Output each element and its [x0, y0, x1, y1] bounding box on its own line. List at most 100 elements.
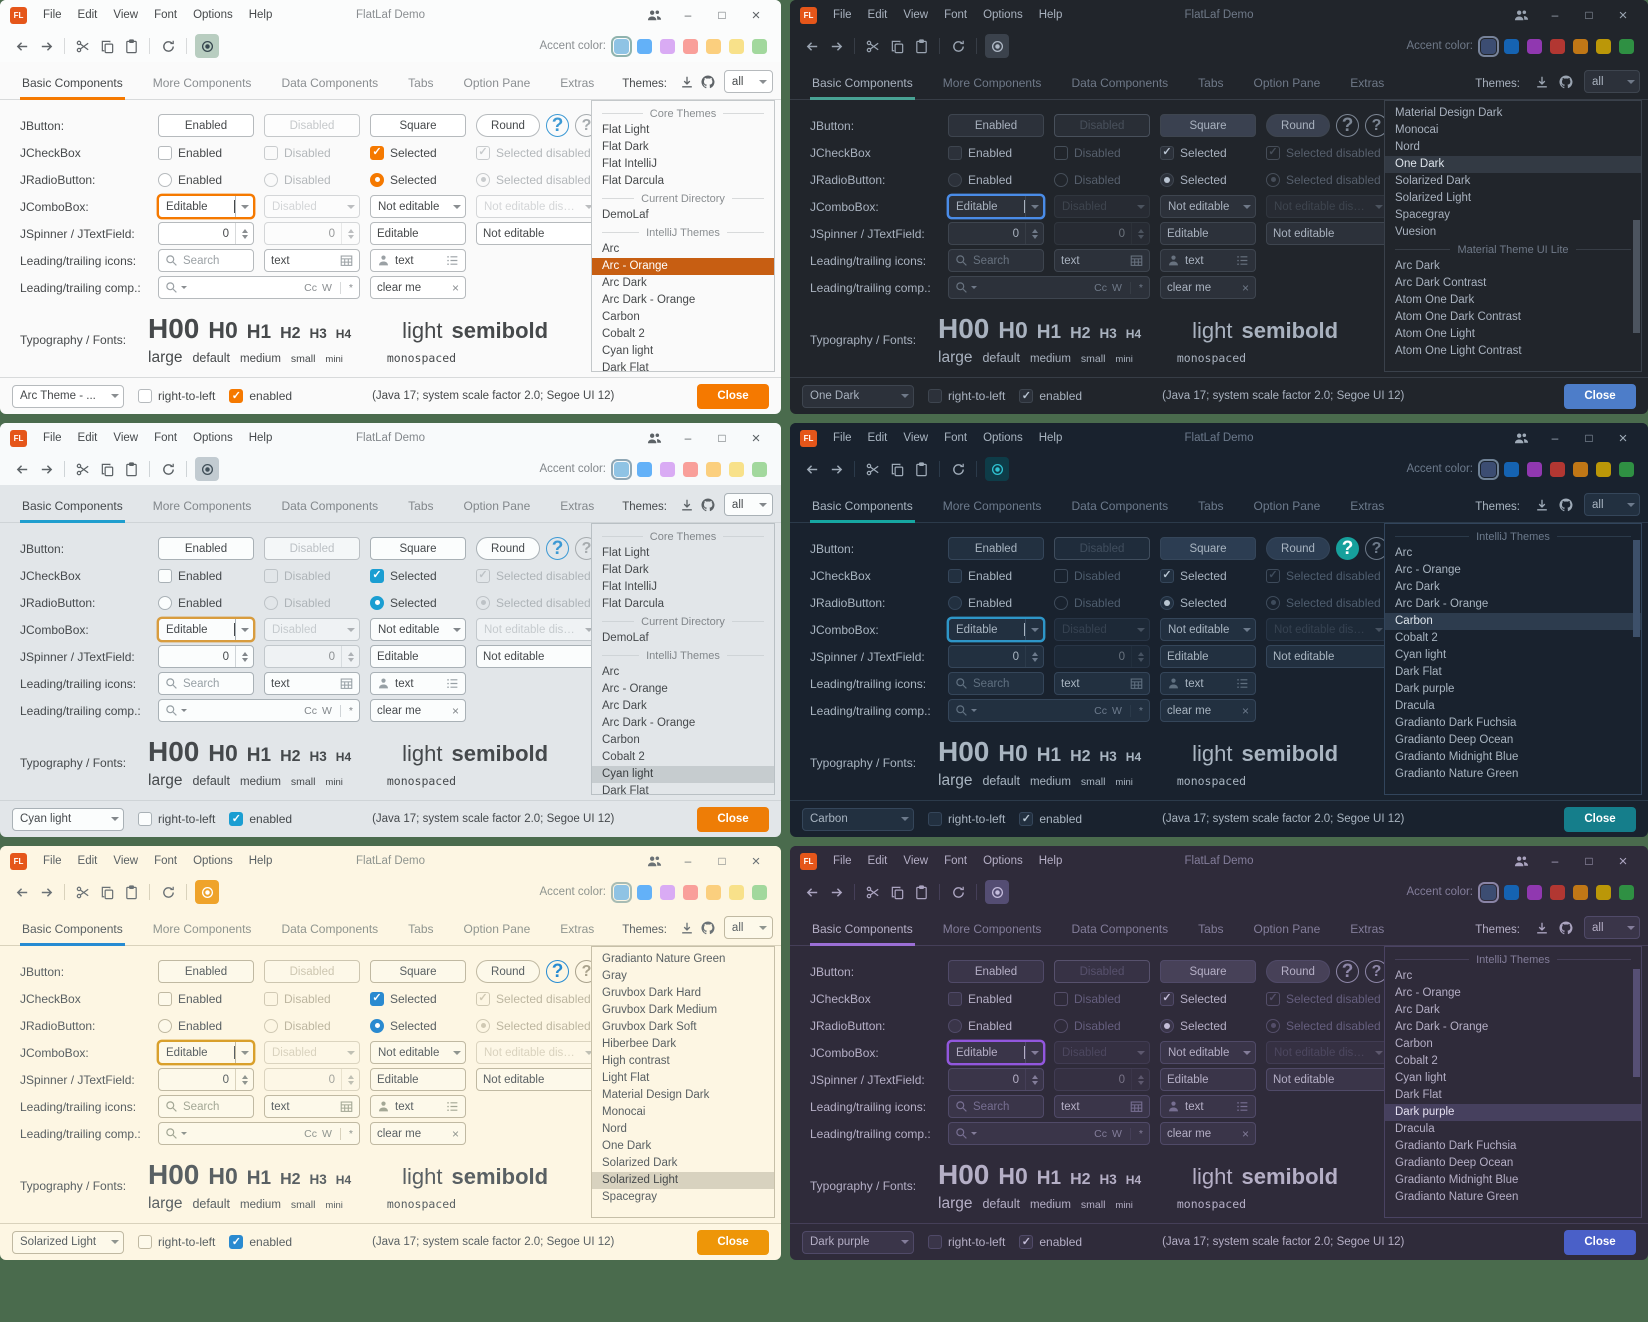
match-case-toggle[interactable]: Cc: [304, 281, 317, 294]
whole-word-toggle[interactable]: W: [1111, 704, 1122, 717]
theme-list-item[interactable]: Arc Dark: [602, 277, 647, 289]
combobox-editable[interactable]: Editable: [948, 1041, 1044, 1064]
theme-list-item[interactable]: Arc Dark - Orange: [602, 294, 696, 306]
copy-icon[interactable]: [95, 34, 119, 58]
github-icon[interactable]: [697, 70, 717, 94]
theme-list-item[interactable]: Gradianto Deep Ocean: [1395, 734, 1514, 746]
textfield-editable[interactable]: Editable: [1160, 1068, 1256, 1091]
back-icon[interactable]: [10, 457, 34, 481]
theme-list-item[interactable]: DemoLaf: [602, 209, 649, 221]
minimize-button[interactable]: –: [684, 8, 692, 22]
theme-list-item[interactable]: Dark Flat: [602, 785, 649, 795]
scrollbar-thumb[interactable]: [1633, 968, 1640, 1077]
accent-swatch[interactable]: [1573, 884, 1588, 900]
show-hidden-eye-icon[interactable]: [195, 34, 219, 58]
cut-icon[interactable]: [71, 880, 95, 904]
chevron-down-icon[interactable]: [181, 286, 187, 289]
round-button[interactable]: Round: [1266, 960, 1330, 983]
textfield-not-editable[interactable]: Not editable: [1266, 222, 1388, 245]
menu-edit[interactable]: Edit: [867, 855, 888, 867]
paste-icon[interactable]: [909, 457, 933, 481]
whole-word-toggle[interactable]: W: [1111, 281, 1122, 294]
menu-font[interactable]: Font: [944, 855, 968, 867]
enabled-checkbox[interactable]: [1019, 389, 1034, 403]
theme-list-item[interactable]: Monocai: [1395, 124, 1439, 136]
menu-font[interactable]: Font: [944, 432, 968, 444]
textfield-not-editable[interactable]: Not editable: [1266, 645, 1388, 668]
enabled-button[interactable]: Enabled: [948, 537, 1044, 560]
match-case-toggle[interactable]: Cc: [1094, 281, 1107, 294]
accent-swatch[interactable]: [611, 35, 632, 57]
users-icon[interactable]: [1504, 425, 1538, 451]
checkbox-enabled[interactable]: [948, 145, 962, 160]
paste-icon[interactable]: [119, 457, 143, 481]
accent-swatch[interactable]: [729, 461, 744, 477]
tab-more-components[interactable]: More Components: [942, 922, 1042, 936]
accent-swatch[interactable]: [752, 884, 767, 900]
search-with-options-input[interactable]: Cc W *: [948, 276, 1150, 299]
tab-option-pane[interactable]: Option Pane: [1253, 76, 1321, 90]
copy-icon[interactable]: [885, 880, 909, 904]
menu-file[interactable]: File: [43, 9, 62, 21]
refresh-icon[interactable]: [156, 457, 180, 481]
themes-filter-select[interactable]: all: [723, 493, 773, 516]
search-with-options-input[interactable]: Cc W *: [158, 1122, 360, 1145]
menu-edit[interactable]: Edit: [77, 855, 98, 867]
user-list-input[interactable]: text: [370, 249, 466, 272]
whole-word-toggle[interactable]: W: [1111, 1127, 1122, 1140]
search-input[interactable]: Search: [158, 249, 254, 272]
accent-swatch[interactable]: [1573, 461, 1588, 477]
menu-file[interactable]: File: [833, 9, 852, 21]
theme-list-item[interactable]: Gruvbox Dark Medium: [602, 1004, 718, 1016]
show-hidden-eye-icon[interactable]: [985, 457, 1009, 481]
regex-toggle[interactable]: *: [348, 281, 353, 294]
enabled-button[interactable]: Enabled: [948, 960, 1044, 983]
theme-list-item[interactable]: Flat Dark: [602, 564, 649, 576]
copy-icon[interactable]: [885, 34, 909, 58]
theme-list-item[interactable]: Vuesion: [1395, 226, 1437, 238]
enabled-button[interactable]: Enabled: [948, 114, 1044, 137]
menu-view[interactable]: View: [113, 855, 139, 867]
accent-swatch[interactable]: [1504, 38, 1519, 54]
radio-selected[interactable]: [1160, 172, 1174, 187]
theme-list-item[interactable]: Cobalt 2: [602, 751, 645, 763]
clear-me-input[interactable]: clear me ×: [370, 699, 466, 722]
refresh-icon[interactable]: [946, 34, 970, 58]
accent-swatch[interactable]: [1478, 881, 1499, 903]
match-case-toggle[interactable]: Cc: [1094, 1127, 1107, 1140]
close-button[interactable]: Close: [1564, 383, 1636, 409]
checkbox-selected[interactable]: [1160, 991, 1174, 1006]
checkbox-enabled[interactable]: [948, 568, 962, 583]
clear-me-input[interactable]: clear me ×: [1160, 276, 1256, 299]
forward-icon[interactable]: [34, 34, 58, 58]
accent-swatch[interactable]: [637, 38, 652, 54]
accent-swatch[interactable]: [1504, 884, 1519, 900]
download-icon[interactable]: [1530, 70, 1554, 94]
accent-swatch[interactable]: [637, 884, 652, 900]
regex-toggle[interactable]: *: [348, 704, 353, 717]
theme-list-item[interactable]: Solarized Dark: [602, 1157, 678, 1169]
theme-list-item[interactable]: High contrast: [602, 1055, 670, 1067]
minimize-button[interactable]: –: [1551, 431, 1559, 445]
tab-more-components[interactable]: More Components: [942, 499, 1042, 513]
tab-basic-components[interactable]: Basic Components: [20, 499, 125, 523]
theme-list-item[interactable]: Light Flat: [602, 1072, 650, 1084]
close-button[interactable]: Close: [1564, 1229, 1636, 1255]
theme-list-item[interactable]: Gradianto Nature Green: [602, 953, 726, 965]
theme-list-item[interactable]: Nord: [602, 1123, 627, 1135]
tab-tabs[interactable]: Tabs: [408, 499, 434, 513]
enabled-checkbox[interactable]: [229, 389, 244, 403]
accent-swatch[interactable]: [1527, 884, 1542, 900]
tab-data-components[interactable]: Data Components: [281, 499, 379, 513]
tab-basic-components[interactable]: Basic Components: [810, 499, 915, 523]
theme-list-item[interactable]: Dark purple: [1385, 1104, 1641, 1121]
search-with-options-input[interactable]: Cc W *: [948, 699, 1150, 722]
menu-font[interactable]: Font: [154, 432, 178, 444]
theme-list-item[interactable]: Atom One Dark Contrast: [1395, 311, 1521, 323]
close-window-button[interactable]: ×: [751, 852, 761, 870]
users-icon[interactable]: [637, 425, 671, 451]
theme-list-item[interactable]: Solarized Dark: [1395, 175, 1471, 187]
search-with-options-input[interactable]: Cc W *: [158, 276, 360, 299]
github-icon[interactable]: [697, 916, 717, 940]
menu-help[interactable]: Help: [248, 432, 273, 444]
